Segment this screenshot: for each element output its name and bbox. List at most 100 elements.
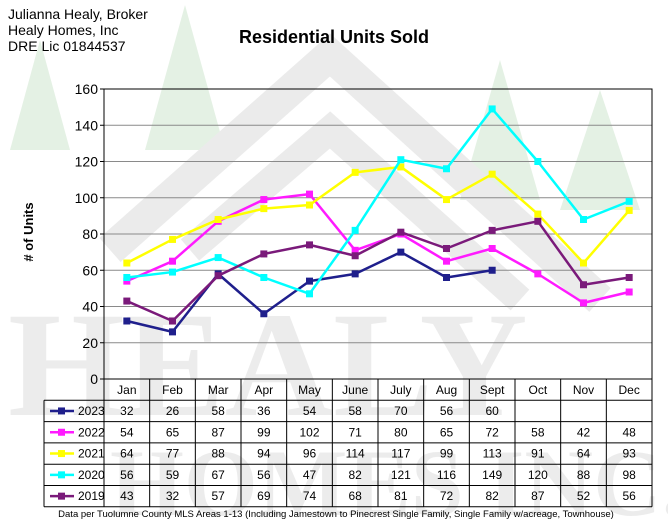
data-point-2021 bbox=[306, 201, 313, 209]
table-value-2022: 99 bbox=[257, 425, 271, 439]
table-value-2022: 42 bbox=[577, 425, 591, 439]
legend-label-2023: 2023 bbox=[78, 404, 105, 418]
legend-label-2019: 2019 bbox=[78, 489, 105, 503]
data-point-2019 bbox=[260, 250, 268, 258]
legend-label-2020: 2020 bbox=[78, 468, 105, 482]
watermark-tree-icon bbox=[10, 40, 70, 150]
series-line-2022 bbox=[126, 192, 630, 305]
data-point-2020 bbox=[169, 268, 176, 276]
table-value-2023: 58 bbox=[211, 404, 225, 418]
table-value-2020: 47 bbox=[303, 468, 317, 482]
table-value-2019: 43 bbox=[120, 489, 134, 503]
x-category-label: Aug bbox=[436, 383, 457, 397]
watermark-tree-icon bbox=[460, 60, 540, 200]
table-value-2020: 56 bbox=[257, 468, 271, 482]
table-value-2021: 94 bbox=[257, 447, 271, 461]
data-point-2019 bbox=[443, 245, 450, 252]
data-point-2021 bbox=[443, 196, 450, 204]
license-number: DRE Lic 01844537 bbox=[8, 38, 126, 54]
data-point-2020 bbox=[580, 216, 587, 223]
table-value-2019: 72 bbox=[440, 489, 454, 503]
data-point-2022 bbox=[123, 277, 131, 285]
table-value-2019: 32 bbox=[166, 489, 180, 503]
data-point-2019 bbox=[123, 297, 131, 305]
data-point-2019 bbox=[625, 274, 633, 281]
table-value-2020: 88 bbox=[577, 468, 591, 482]
table-value-2021: 117 bbox=[391, 447, 410, 461]
data-point-2022 bbox=[580, 299, 587, 307]
data-point-2021 bbox=[123, 259, 131, 267]
data-table: Jan Feb Mar Apr May June July Aug Sept Oct Nov Dec 2… bbox=[43, 379, 653, 508]
x-category-label: Mar bbox=[208, 383, 229, 397]
data-point-2022 bbox=[306, 190, 313, 198]
table-value-2021: 64 bbox=[577, 447, 591, 461]
data-point-2023 bbox=[123, 317, 131, 325]
data-point-2019 bbox=[397, 228, 405, 236]
data-point-2022 bbox=[488, 245, 496, 252]
x-category-label: Nov bbox=[573, 383, 594, 397]
data-point-2023 bbox=[443, 274, 450, 281]
table-value-2019: 52 bbox=[577, 489, 591, 503]
data-point-2020 bbox=[443, 165, 450, 173]
legend-marker-2020 bbox=[58, 471, 65, 479]
table-value-2021: 64 bbox=[120, 447, 134, 461]
data-point-2023 bbox=[488, 266, 496, 274]
series-line-2020 bbox=[126, 107, 630, 296]
x-category-label: Feb bbox=[162, 383, 183, 397]
broker-name: Julianna Healy, Broker bbox=[8, 6, 148, 22]
table-value-2023: 26 bbox=[166, 404, 180, 418]
y-axis-label: # of Units bbox=[21, 202, 36, 261]
x-category-label: Dec bbox=[618, 383, 639, 397]
data-point-2020 bbox=[534, 158, 542, 165]
y-tick-label: 0 bbox=[90, 371, 98, 387]
data-point-2020 bbox=[123, 274, 131, 281]
chart-title: Residential Units Sold bbox=[239, 27, 429, 47]
x-category-label: Sept bbox=[480, 383, 505, 397]
table-value-2022: 72 bbox=[485, 425, 499, 439]
y-tick-label: 20 bbox=[82, 335, 98, 351]
watermark-roof-icon bbox=[99, 33, 611, 312]
y-tick-label: 120 bbox=[75, 154, 99, 170]
data-point-2021 bbox=[214, 216, 222, 223]
table-value-2021: 91 bbox=[531, 447, 545, 461]
y-tick-label: 140 bbox=[75, 117, 99, 133]
table-value-2022: 102 bbox=[299, 425, 319, 439]
data-point-2022 bbox=[351, 246, 359, 254]
legend-marker-2021 bbox=[58, 450, 65, 458]
company-name: Healy Homes, Inc bbox=[8, 22, 119, 38]
table-value-2023: 32 bbox=[120, 404, 134, 418]
legend-label-2022: 2022 bbox=[78, 425, 105, 439]
data-point-2020 bbox=[488, 105, 496, 113]
table-value-2019: 69 bbox=[257, 489, 271, 503]
table-value-2021: 114 bbox=[346, 447, 365, 461]
data-point-2023 bbox=[397, 248, 405, 256]
data-point-2023 bbox=[260, 310, 268, 318]
table-value-2023: 70 bbox=[394, 404, 408, 418]
table-value-2023: 56 bbox=[440, 404, 454, 418]
table-value-2019: 56 bbox=[622, 489, 636, 503]
data-point-2019 bbox=[351, 252, 359, 260]
table-value-2022: 80 bbox=[394, 425, 408, 439]
data-point-2023 bbox=[351, 270, 359, 278]
data-point-2022 bbox=[534, 270, 542, 278]
table-value-2020: 121 bbox=[391, 468, 411, 482]
data-point-2021 bbox=[169, 235, 176, 243]
data-point-2020 bbox=[625, 197, 633, 205]
data-point-2021 bbox=[260, 205, 268, 213]
data-point-2020 bbox=[397, 156, 405, 164]
data-point-2019 bbox=[488, 226, 496, 234]
data-point-2019 bbox=[214, 272, 222, 280]
table-value-2022: 87 bbox=[211, 425, 225, 439]
table-value-2022: 65 bbox=[440, 425, 454, 439]
data-point-2020 bbox=[260, 274, 268, 281]
table-value-2021: 96 bbox=[303, 447, 317, 461]
table-value-2022: 65 bbox=[166, 425, 180, 439]
x-category-label: Jan bbox=[117, 383, 136, 397]
table-value-2022: 58 bbox=[531, 425, 545, 439]
watermark-tree-icon bbox=[145, 5, 225, 150]
x-category-label: Apr bbox=[254, 383, 273, 397]
data-point-2021 bbox=[580, 259, 587, 267]
x-category-label: July bbox=[390, 383, 411, 397]
healy-homes-watermark-logo: HEALY HOMES INC. bbox=[8, 5, 668, 523]
